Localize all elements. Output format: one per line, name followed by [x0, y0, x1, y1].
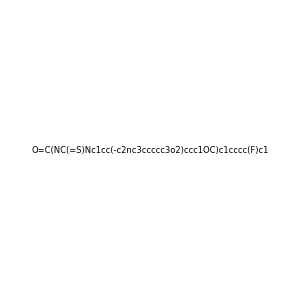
Text: O=C(NC(=S)Nc1cc(-c2nc3ccccc3o2)ccc1OC)c1cccc(F)c1: O=C(NC(=S)Nc1cc(-c2nc3ccccc3o2)ccc1OC)c1…: [31, 146, 269, 154]
